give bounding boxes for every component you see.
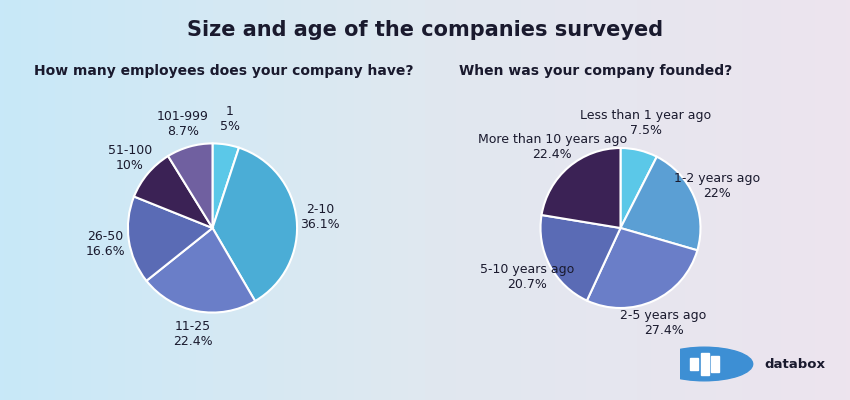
Wedge shape xyxy=(620,148,657,228)
Wedge shape xyxy=(586,228,697,308)
Wedge shape xyxy=(128,196,212,281)
Text: 2-5 years ago
27.4%: 2-5 years ago 27.4% xyxy=(620,309,706,337)
Text: How many employees does your company have?: How many employees does your company hav… xyxy=(34,64,413,78)
Bar xyxy=(690,358,698,370)
Wedge shape xyxy=(146,228,255,312)
Bar xyxy=(701,353,709,375)
Text: 11-25
22.4%: 11-25 22.4% xyxy=(173,320,212,348)
Text: 5-10 years ago
20.7%: 5-10 years ago 20.7% xyxy=(480,264,575,292)
Text: Size and age of the companies surveyed: Size and age of the companies surveyed xyxy=(187,20,663,40)
Wedge shape xyxy=(541,148,620,228)
Text: 1-2 years ago
22%: 1-2 years ago 22% xyxy=(674,172,761,200)
Text: More than 10 years ago
22.4%: More than 10 years ago 22.4% xyxy=(478,134,626,162)
Text: 26-50
16.6%: 26-50 16.6% xyxy=(86,230,125,258)
Text: 2-10
36.1%: 2-10 36.1% xyxy=(300,203,340,231)
Text: 51-100
10%: 51-100 10% xyxy=(108,144,152,172)
Text: Less than 1 year ago
7.5%: Less than 1 year ago 7.5% xyxy=(581,109,711,137)
Text: databox: databox xyxy=(764,358,825,370)
Wedge shape xyxy=(541,215,620,300)
Text: When was your company founded?: When was your company founded? xyxy=(459,64,732,78)
Bar xyxy=(711,356,719,372)
Text: 101-999
8.7%: 101-999 8.7% xyxy=(157,110,209,138)
Wedge shape xyxy=(168,144,212,228)
Wedge shape xyxy=(134,156,212,228)
Wedge shape xyxy=(212,144,239,228)
Text: 1
5%: 1 5% xyxy=(220,106,240,134)
Wedge shape xyxy=(620,157,700,250)
Circle shape xyxy=(655,347,753,381)
Wedge shape xyxy=(212,148,297,301)
